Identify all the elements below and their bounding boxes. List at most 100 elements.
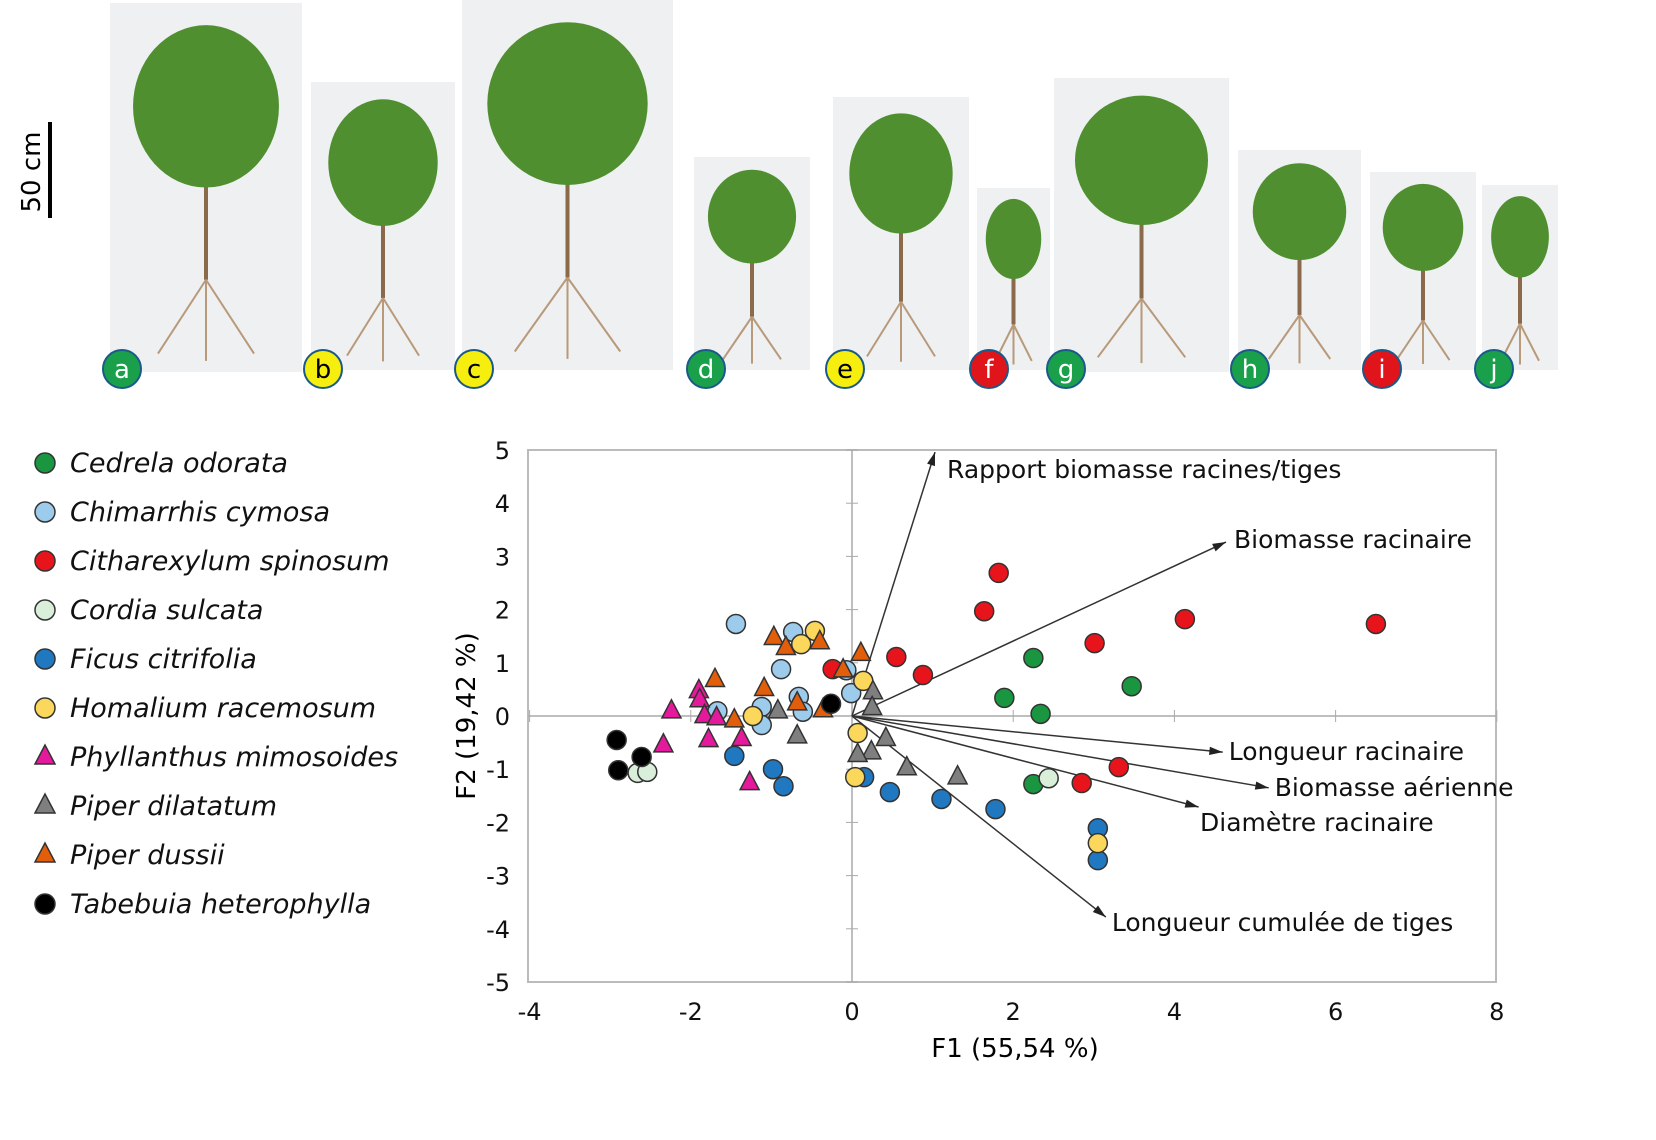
point-cordia-sulcata (1038, 767, 1059, 789)
legend-marker (34, 599, 56, 621)
legend-marker (33, 743, 57, 765)
legend-marker (34, 893, 56, 915)
point-ficus-citrifolia (879, 781, 901, 803)
x-tick-label: -2 (679, 998, 703, 1026)
point-ficus-citrifolia (931, 788, 952, 810)
legend-marker (34, 501, 56, 523)
point-chimarrhis-cymosa (840, 682, 862, 704)
legend-item: Homalium racemosum (34, 693, 376, 724)
photo-letter: i (1378, 355, 1385, 385)
roots (346, 297, 420, 362)
point-cedrela-odorata (994, 687, 1015, 709)
point-homalium-racemosum (844, 766, 866, 788)
legend-label: Piper dilatatum (70, 791, 277, 822)
vector-line (851, 715, 1269, 789)
vector-line (851, 715, 1199, 808)
point-piper-dussii (786, 690, 808, 711)
point-citharexylum-spinosum (1084, 632, 1105, 654)
legend-label: Phyllanthus mimosoides (70, 742, 398, 773)
point-homalium-racemosum (847, 722, 868, 744)
photo-badge (686, 349, 726, 389)
point-phyllanthus-mimosoides (705, 705, 728, 726)
point-homalium-racemosum (1087, 832, 1109, 854)
vector-label: Longueur racinaire (1229, 737, 1464, 766)
foliage (985, 198, 1042, 279)
arrowhead-icon (1212, 542, 1226, 552)
photo-badge (454, 349, 494, 389)
legend-label: Piper dussii (70, 840, 225, 871)
point-piper-dilatatum (767, 698, 789, 719)
legend-item: Tabebuia heterophylla (34, 889, 371, 920)
point-cedrela-odorata (1121, 675, 1142, 697)
legend-label: Citharexylum spinosum (70, 546, 390, 577)
y-tick-label: -2 (486, 809, 510, 837)
photo-letter: g (1058, 355, 1075, 385)
vector: Diamètre racinaire (851, 715, 1434, 837)
x-tick-label: 0 (844, 998, 859, 1026)
legend-item: Ficus citrifolia (34, 644, 257, 675)
data-points (606, 562, 1387, 871)
y-tick-label: 0 (495, 703, 510, 731)
legend-item: Chimarrhis cymosa (34, 497, 330, 528)
legend-label: Cedrela odorata (70, 448, 288, 479)
point-homalium-racemosum (790, 633, 812, 655)
point-citharexylum-spinosum (912, 664, 934, 686)
point-ficus-citrifolia (985, 798, 1006, 820)
photo-letter: a (114, 355, 130, 385)
point-phyllanthus-mimosoides (660, 698, 683, 719)
legend-item: Cedrela odorata (34, 448, 288, 479)
x-tick-label: 2 (1006, 998, 1021, 1026)
vector-label: Biomasse aérienne (1275, 773, 1514, 802)
plant-photo-h: h (1230, 150, 1361, 389)
plant-photo-d: d (686, 157, 810, 389)
legend-marker (33, 841, 57, 863)
x-tick-label: 8 (1489, 998, 1504, 1026)
roots (157, 279, 255, 361)
foliage (707, 169, 797, 264)
y-tick-label: -5 (486, 969, 510, 997)
plant-photo-f: f (969, 188, 1050, 389)
y-tick-label: 3 (495, 543, 510, 571)
point-citharexylum-spinosum (1174, 608, 1196, 630)
y-tick-label: -3 (486, 863, 510, 891)
photo-letter: d (698, 355, 715, 385)
vector: Biomasse racinaire (851, 525, 1472, 717)
arrowhead-icon (1209, 746, 1223, 755)
point-citharexylum-spinosum (1365, 613, 1387, 635)
point-piper-dussii (723, 707, 746, 728)
x-axis-label: F1 (55,54 %) (931, 1034, 1098, 1064)
roots (722, 316, 782, 364)
foliage (1075, 95, 1208, 225)
point-piper-dilatatum (786, 723, 808, 744)
point-phyllanthus-mimosoides (693, 702, 716, 724)
point-phyllanthus-mimosoides (738, 769, 761, 791)
legend-label: Chimarrhis cymosa (70, 497, 330, 528)
y-tick-label: 2 (495, 597, 510, 625)
legend: Cedrela odorata Chimarrhis cymosa Citharex… (33, 448, 398, 920)
arrowhead-icon (1254, 781, 1269, 790)
vector-label: Biomasse racinaire (1234, 525, 1472, 554)
arrowhead-icon (1184, 799, 1199, 808)
vector: Longueur racinaire (851, 715, 1464, 766)
plant-photo-i: i (1362, 172, 1476, 389)
point-citharexylum-spinosum (988, 562, 1009, 584)
arrowhead-icon (1092, 905, 1106, 918)
vector-line (851, 541, 1227, 717)
foliage (1382, 183, 1464, 271)
photo-badge (1474, 349, 1514, 389)
point-ficus-citrifolia (762, 758, 784, 780)
x-tick-label: -4 (518, 998, 542, 1026)
plant-photo-c: c (454, 0, 673, 389)
point-cedrela-odorata (1030, 703, 1051, 725)
photo-badge (825, 349, 865, 389)
foliage (487, 22, 648, 185)
photo-letter: h (1242, 355, 1258, 385)
plant-photo-e: e (825, 97, 969, 389)
photo-badge (969, 349, 1009, 389)
legend-item: Cordia sulcata (34, 595, 263, 626)
variable-vectors: Rapport biomasse racines/tiges Biomasse r… (851, 451, 1514, 937)
point-cedrela-odorata (1023, 647, 1044, 669)
point-piper-dussii (809, 628, 831, 650)
